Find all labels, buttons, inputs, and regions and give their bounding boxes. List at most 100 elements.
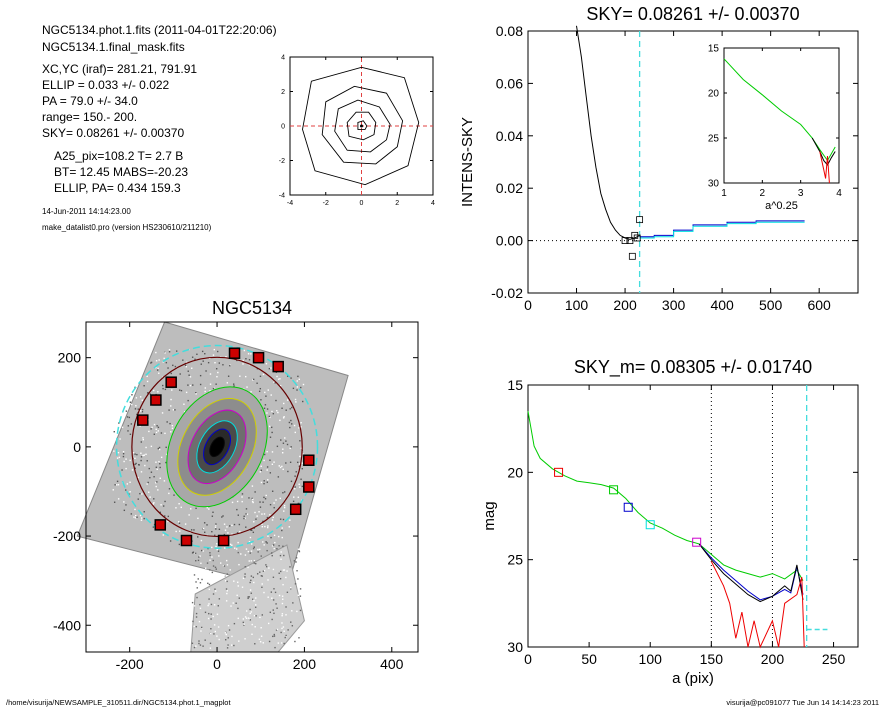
image-speckle (213, 604, 216, 606)
image-speckle (265, 564, 267, 566)
image-speckle (172, 364, 174, 367)
image-speckle (123, 501, 125, 503)
image-speckle (165, 446, 167, 449)
image-speckle (139, 396, 142, 398)
image-speckle (150, 471, 153, 473)
image-speckle (296, 380, 298, 382)
image-speckle (172, 409, 175, 411)
image-speckle (151, 426, 153, 429)
image-speckle (302, 400, 304, 403)
image-speckle (290, 446, 292, 448)
image-speckle (281, 529, 283, 532)
image-speckle (264, 525, 266, 528)
image-speckle (233, 622, 236, 625)
image-speckle (127, 430, 129, 432)
header-a25: A25_pix=108.2 T= 2.7 B (54, 149, 183, 163)
image-speckle (204, 531, 206, 534)
image-speckle (199, 607, 202, 609)
image-speckle (210, 632, 212, 635)
image-speckle (249, 619, 252, 621)
image-speckle (252, 379, 254, 381)
image-speckle (113, 501, 116, 503)
image-speckle (299, 588, 302, 590)
image-speckle (255, 615, 257, 617)
image-speckle (260, 465, 262, 468)
image-speckle (125, 504, 127, 506)
image-speckle (197, 567, 199, 570)
image-speckle (169, 422, 171, 425)
image-speckle (282, 569, 285, 571)
image-speckle (202, 550, 204, 552)
image-speckle (252, 501, 254, 504)
image-speckle (279, 518, 282, 520)
image-speckle (272, 516, 274, 519)
galaxy-isophote (209, 436, 225, 458)
image-speckle (200, 539, 203, 542)
image-speckle (269, 611, 272, 614)
image-speckle (250, 611, 253, 613)
image-speckle (202, 583, 204, 585)
image-speckle (211, 571, 214, 574)
image-speckle (186, 361, 188, 364)
image-speckle (237, 617, 239, 620)
image-speckle (153, 389, 155, 392)
image-speckle (293, 560, 296, 562)
image-speckle (283, 642, 285, 645)
image-speckle (150, 428, 152, 430)
image-speckle (266, 542, 268, 544)
image-speckle (270, 552, 273, 554)
image-speckle (260, 627, 262, 629)
image-speckle (187, 384, 189, 386)
image-speckle (155, 428, 157, 430)
image-speckle (188, 514, 190, 516)
image-speckle (251, 485, 254, 487)
image-speckle (271, 426, 273, 429)
image-speckle (284, 437, 286, 439)
image-speckle (215, 545, 217, 548)
image-speckle (147, 392, 149, 394)
image-speckle (196, 353, 198, 355)
image-speckle (180, 389, 183, 392)
image-speckle (238, 523, 241, 526)
image-speckle (206, 506, 208, 509)
image-speckle (270, 367, 272, 369)
mag-series-red (710, 561, 805, 649)
image-speckle (198, 642, 200, 645)
image-speckle (277, 411, 279, 414)
image-speckle (112, 425, 114, 428)
image-speckle (113, 450, 115, 452)
image-speckle (195, 626, 198, 628)
image-speckle (241, 500, 243, 503)
image-speckle (134, 457, 136, 460)
x-tick-label: 250 (822, 651, 846, 667)
y-tick-label: 0.04 (496, 128, 523, 144)
image-speckle (266, 481, 269, 483)
image-speckle (286, 591, 289, 594)
image-speckle (238, 597, 240, 599)
image-speckle (223, 565, 226, 567)
y-tick-label: 25 (708, 134, 720, 145)
image-speckle (207, 547, 209, 550)
image-speckle (222, 364, 224, 366)
image-speckle (162, 387, 164, 390)
image-speckle (273, 502, 275, 504)
image-speckle (152, 526, 155, 528)
image-speckle (218, 362, 221, 364)
image-speckle (301, 485, 304, 488)
image-speckle (199, 555, 201, 557)
image-speckle (247, 566, 249, 569)
image-speckle (162, 361, 164, 363)
image-speckle (227, 644, 229, 646)
image-speckle (155, 466, 158, 469)
image-speckle (261, 523, 263, 525)
image-speckle (211, 556, 213, 558)
mag-xlabel: a (pix) (672, 670, 714, 687)
image-speckle (204, 352, 206, 355)
image-speckle (135, 405, 137, 407)
sky-series-blue (639, 220, 805, 238)
sky-title: SKY= 0.08261 +/- 0.00370 (586, 4, 799, 24)
image-speckle (279, 497, 281, 500)
image-speckle (289, 566, 291, 568)
sky-box-marker (154, 519, 167, 531)
image-speckle (129, 481, 131, 483)
